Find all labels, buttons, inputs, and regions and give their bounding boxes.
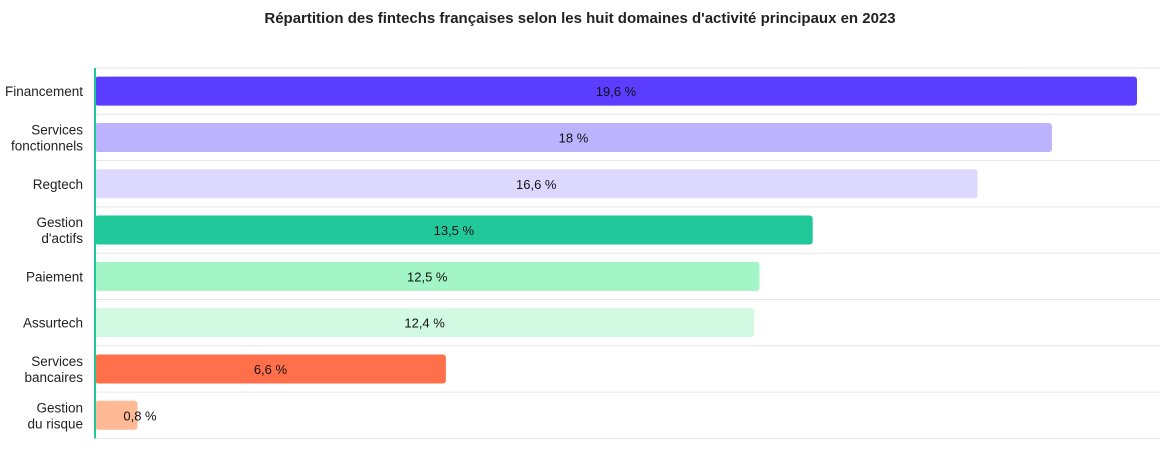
category-label: du risque [27,416,83,431]
data-label: 6,6 % [254,362,288,377]
category-label: bancaires [24,370,83,385]
bar [95,122,1052,152]
category-label: Assurtech [23,316,83,331]
bar [95,215,813,245]
bar [95,400,138,430]
category-label: Paiement [26,269,83,284]
category-label: Gestion [36,215,83,230]
category-label: Services [31,122,83,137]
bar [95,308,755,338]
chart-title: Répartition des fintechs françaises selo… [264,10,896,27]
category-label: fonctionnels [11,138,83,153]
category-label: d'actifs [41,231,83,246]
category-label: Financement [5,84,83,99]
bar [95,76,1137,106]
category-label: Regtech [33,177,83,192]
data-label: 16,6 % [516,177,557,192]
data-label: 13,5 % [434,223,475,238]
category-label: Services [31,354,83,369]
data-label: 19,6 % [596,84,637,99]
data-label: 12,5 % [407,269,448,284]
data-label: 0,8 % [123,408,157,423]
bar [95,169,978,199]
bar [95,261,760,291]
bar [95,354,446,384]
data-label: 18 % [559,130,589,145]
category-label: Gestion [36,400,83,415]
data-label: 12,4 % [404,316,445,331]
